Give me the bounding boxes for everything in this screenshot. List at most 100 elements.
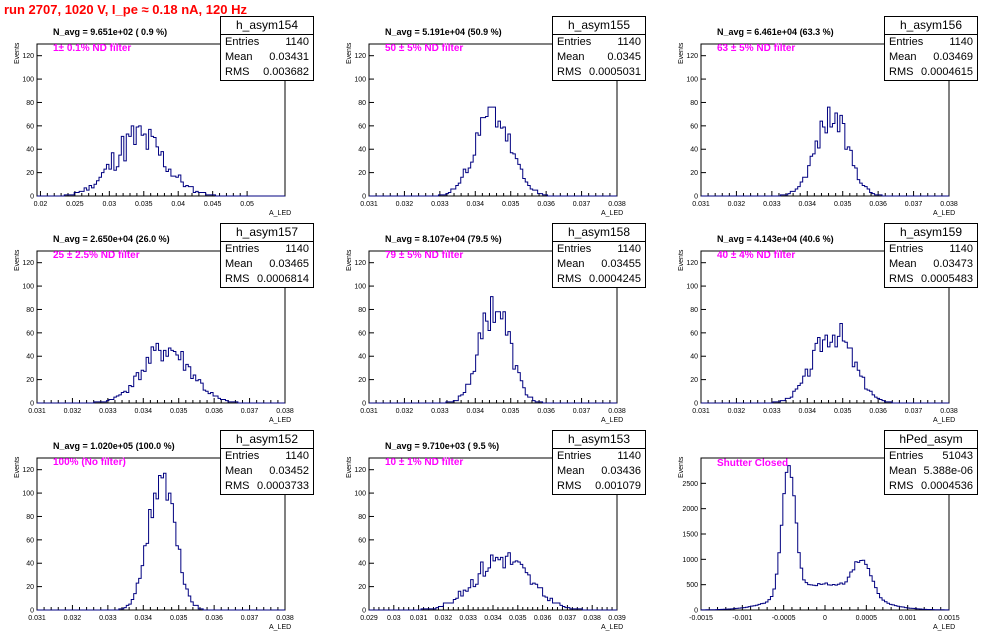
stats-value: 1140: [617, 450, 641, 462]
y-tick-label: 0: [362, 401, 366, 408]
y-tick-label: 0: [694, 401, 698, 408]
histogram-panel-h-asym157: 0.031 0.032 0.033 0.034 0.035 0.036 0.037 0.038…: [0, 219, 332, 426]
stats-row-rms: RMS 0.003682: [221, 65, 313, 80]
x-tick-label: 0.036: [205, 615, 223, 622]
x-axis-label: A_LED: [269, 624, 292, 631]
x-tick-label: 0.038: [940, 201, 958, 208]
x-tick-label: 0.037: [559, 615, 577, 622]
y-tick-label: 0: [30, 401, 34, 408]
y-tick-label: 20: [26, 170, 34, 177]
stats-value: 51043: [942, 450, 973, 462]
histogram-name: h_asym159: [885, 224, 977, 242]
y-tick-label: 1500: [682, 532, 698, 539]
histogram-line: [700, 465, 950, 611]
stats-box: h_asym156 Entries 1140 Mean 0.03469 RMS 0.0004…: [884, 16, 978, 81]
x-tick-label: 0.031: [360, 408, 378, 415]
histogram-line: [701, 322, 949, 404]
y-tick-label: 60: [26, 537, 34, 544]
x-tick-label: 0.034: [484, 615, 502, 622]
histogram-panel-hped-asym: -0.0015 -0.001 -0.0005 0 0.0005 0.001 0.0015 0 5…: [664, 426, 996, 633]
histogram-plot: 0.031 0.032 0.033 0.034 0.035 0.036 0.037 0.038…: [22, 250, 294, 415]
stats-row-mean: Mean 5.388e-06: [885, 464, 977, 479]
y-tick-label: 40: [358, 354, 366, 361]
stats-key: RMS: [889, 66, 914, 78]
n-avg-label: N_avg = 4.143e+04 (40.6 %): [717, 234, 834, 244]
y-tick-label: 20: [26, 584, 34, 591]
x-tick-label: 0.037: [905, 201, 923, 208]
y-tick-label: 20: [26, 377, 34, 384]
stats-box: h_asym152 Entries 1140 Mean 0.03452 RMS 0.0003…: [220, 430, 314, 495]
y-axis-label: Events: [14, 42, 21, 64]
stats-key: RMS: [225, 480, 250, 492]
stats-value: 1140: [949, 243, 973, 255]
n-avg-label: N_avg = 8.107e+04 (79.5 %): [385, 234, 502, 244]
n-avg-label: N_avg = 1.020e+05 (100.0 %): [53, 441, 175, 451]
x-axis-label: A_LED: [933, 624, 956, 631]
stats-row-entries: Entries 1140: [221, 242, 313, 257]
y-tick-label: 60: [690, 330, 698, 337]
histogram-line: [369, 106, 617, 197]
y-axis-label: Events: [14, 249, 21, 271]
stats-key: Mean: [889, 258, 917, 270]
stats-key: Mean: [889, 51, 917, 63]
x-tick-label: 0.038: [608, 408, 626, 415]
y-tick-label: 120: [686, 53, 698, 60]
y-tick-label: 100: [354, 284, 366, 291]
x-tick-label: 0.001: [899, 615, 917, 622]
x-tick-label: 0.035: [502, 408, 520, 415]
x-tick-label: 0.034: [467, 408, 485, 415]
stats-key: RMS: [557, 273, 582, 285]
stats-row-rms: RMS 0.0004536: [885, 479, 977, 494]
y-tick-label: 40: [26, 147, 34, 154]
stats-key: Entries: [225, 36, 260, 48]
y-tick-label: 60: [26, 123, 34, 130]
stats-box: h_asym155 Entries 1140 Mean 0.0345 RMS 0.00050…: [552, 16, 646, 81]
y-tick-label: 100: [22, 284, 34, 291]
y-tick-label: 40: [358, 147, 366, 154]
x-tick-label: -0.001: [732, 615, 752, 622]
y-tick-label: 120: [354, 467, 366, 474]
x-tick-label: 0.033: [99, 408, 117, 415]
stats-box: h_asym153 Entries 1140 Mean 0.03436 RMS 0.0010…: [552, 430, 646, 495]
x-tick-label: 0.035: [170, 408, 188, 415]
x-tick-label: 0.038: [608, 201, 626, 208]
histogram-panel-h-asym159: 0.031 0.032 0.033 0.034 0.035 0.036 0.037 0.038…: [664, 219, 996, 426]
stats-row-mean: Mean 0.03469: [885, 50, 977, 65]
x-tick-label: 0.036: [534, 615, 552, 622]
y-tick-label: 100: [354, 77, 366, 84]
y-tick-label: 120: [22, 260, 34, 267]
y-tick-label: 40: [690, 147, 698, 154]
x-axis-label: A_LED: [601, 417, 624, 424]
y-tick-label: 80: [690, 307, 698, 314]
histogram-panel-h-asym158: 0.031 0.032 0.033 0.034 0.035 0.036 0.037 0.038…: [332, 219, 664, 426]
stats-value: 0.0005483: [921, 273, 973, 285]
histogram-line: [369, 552, 617, 611]
stats-value: 0.03452: [269, 465, 309, 477]
histogram-name: h_asym154: [221, 17, 313, 35]
stats-key: Entries: [557, 450, 592, 462]
x-tick-label: 0.033: [763, 408, 781, 415]
y-axis-label: Events: [346, 249, 353, 271]
stats-key: RMS: [557, 66, 582, 78]
stats-value: 1140: [617, 36, 641, 48]
y-axis-label: Events: [678, 249, 685, 271]
stats-row-entries: Entries 1140: [553, 449, 645, 464]
filter-label: 1± 0.1% ND filter: [53, 43, 132, 54]
stats-value: 0.0004615: [921, 66, 973, 78]
stats-key: RMS: [225, 66, 250, 78]
y-tick-label: 40: [26, 561, 34, 568]
y-tick-label: 120: [22, 467, 34, 474]
stats-row-mean: Mean 0.0345: [553, 50, 645, 65]
x-tick-label: 0.032: [728, 201, 746, 208]
stats-value: 1140: [285, 450, 309, 462]
y-tick-label: 100: [686, 284, 698, 291]
y-axis-label: Events: [346, 42, 353, 64]
filter-label: 40 ± 4% ND filter: [717, 250, 796, 261]
stats-key: Entries: [889, 450, 924, 462]
x-tick-label: 0.032: [396, 201, 414, 208]
x-tick-label: 0.031: [28, 615, 46, 622]
histogram-name: h_asym158: [553, 224, 645, 242]
histogram-panel-h-asym153: 0.029 0.03 0.031 0.032 0.033 0.034 0.035 0.036 0…: [332, 426, 664, 633]
x-axis-label: A_LED: [269, 417, 292, 424]
histogram-panel-h-asym155: 0.031 0.032 0.033 0.034 0.035 0.036 0.037 0.038…: [332, 12, 664, 219]
